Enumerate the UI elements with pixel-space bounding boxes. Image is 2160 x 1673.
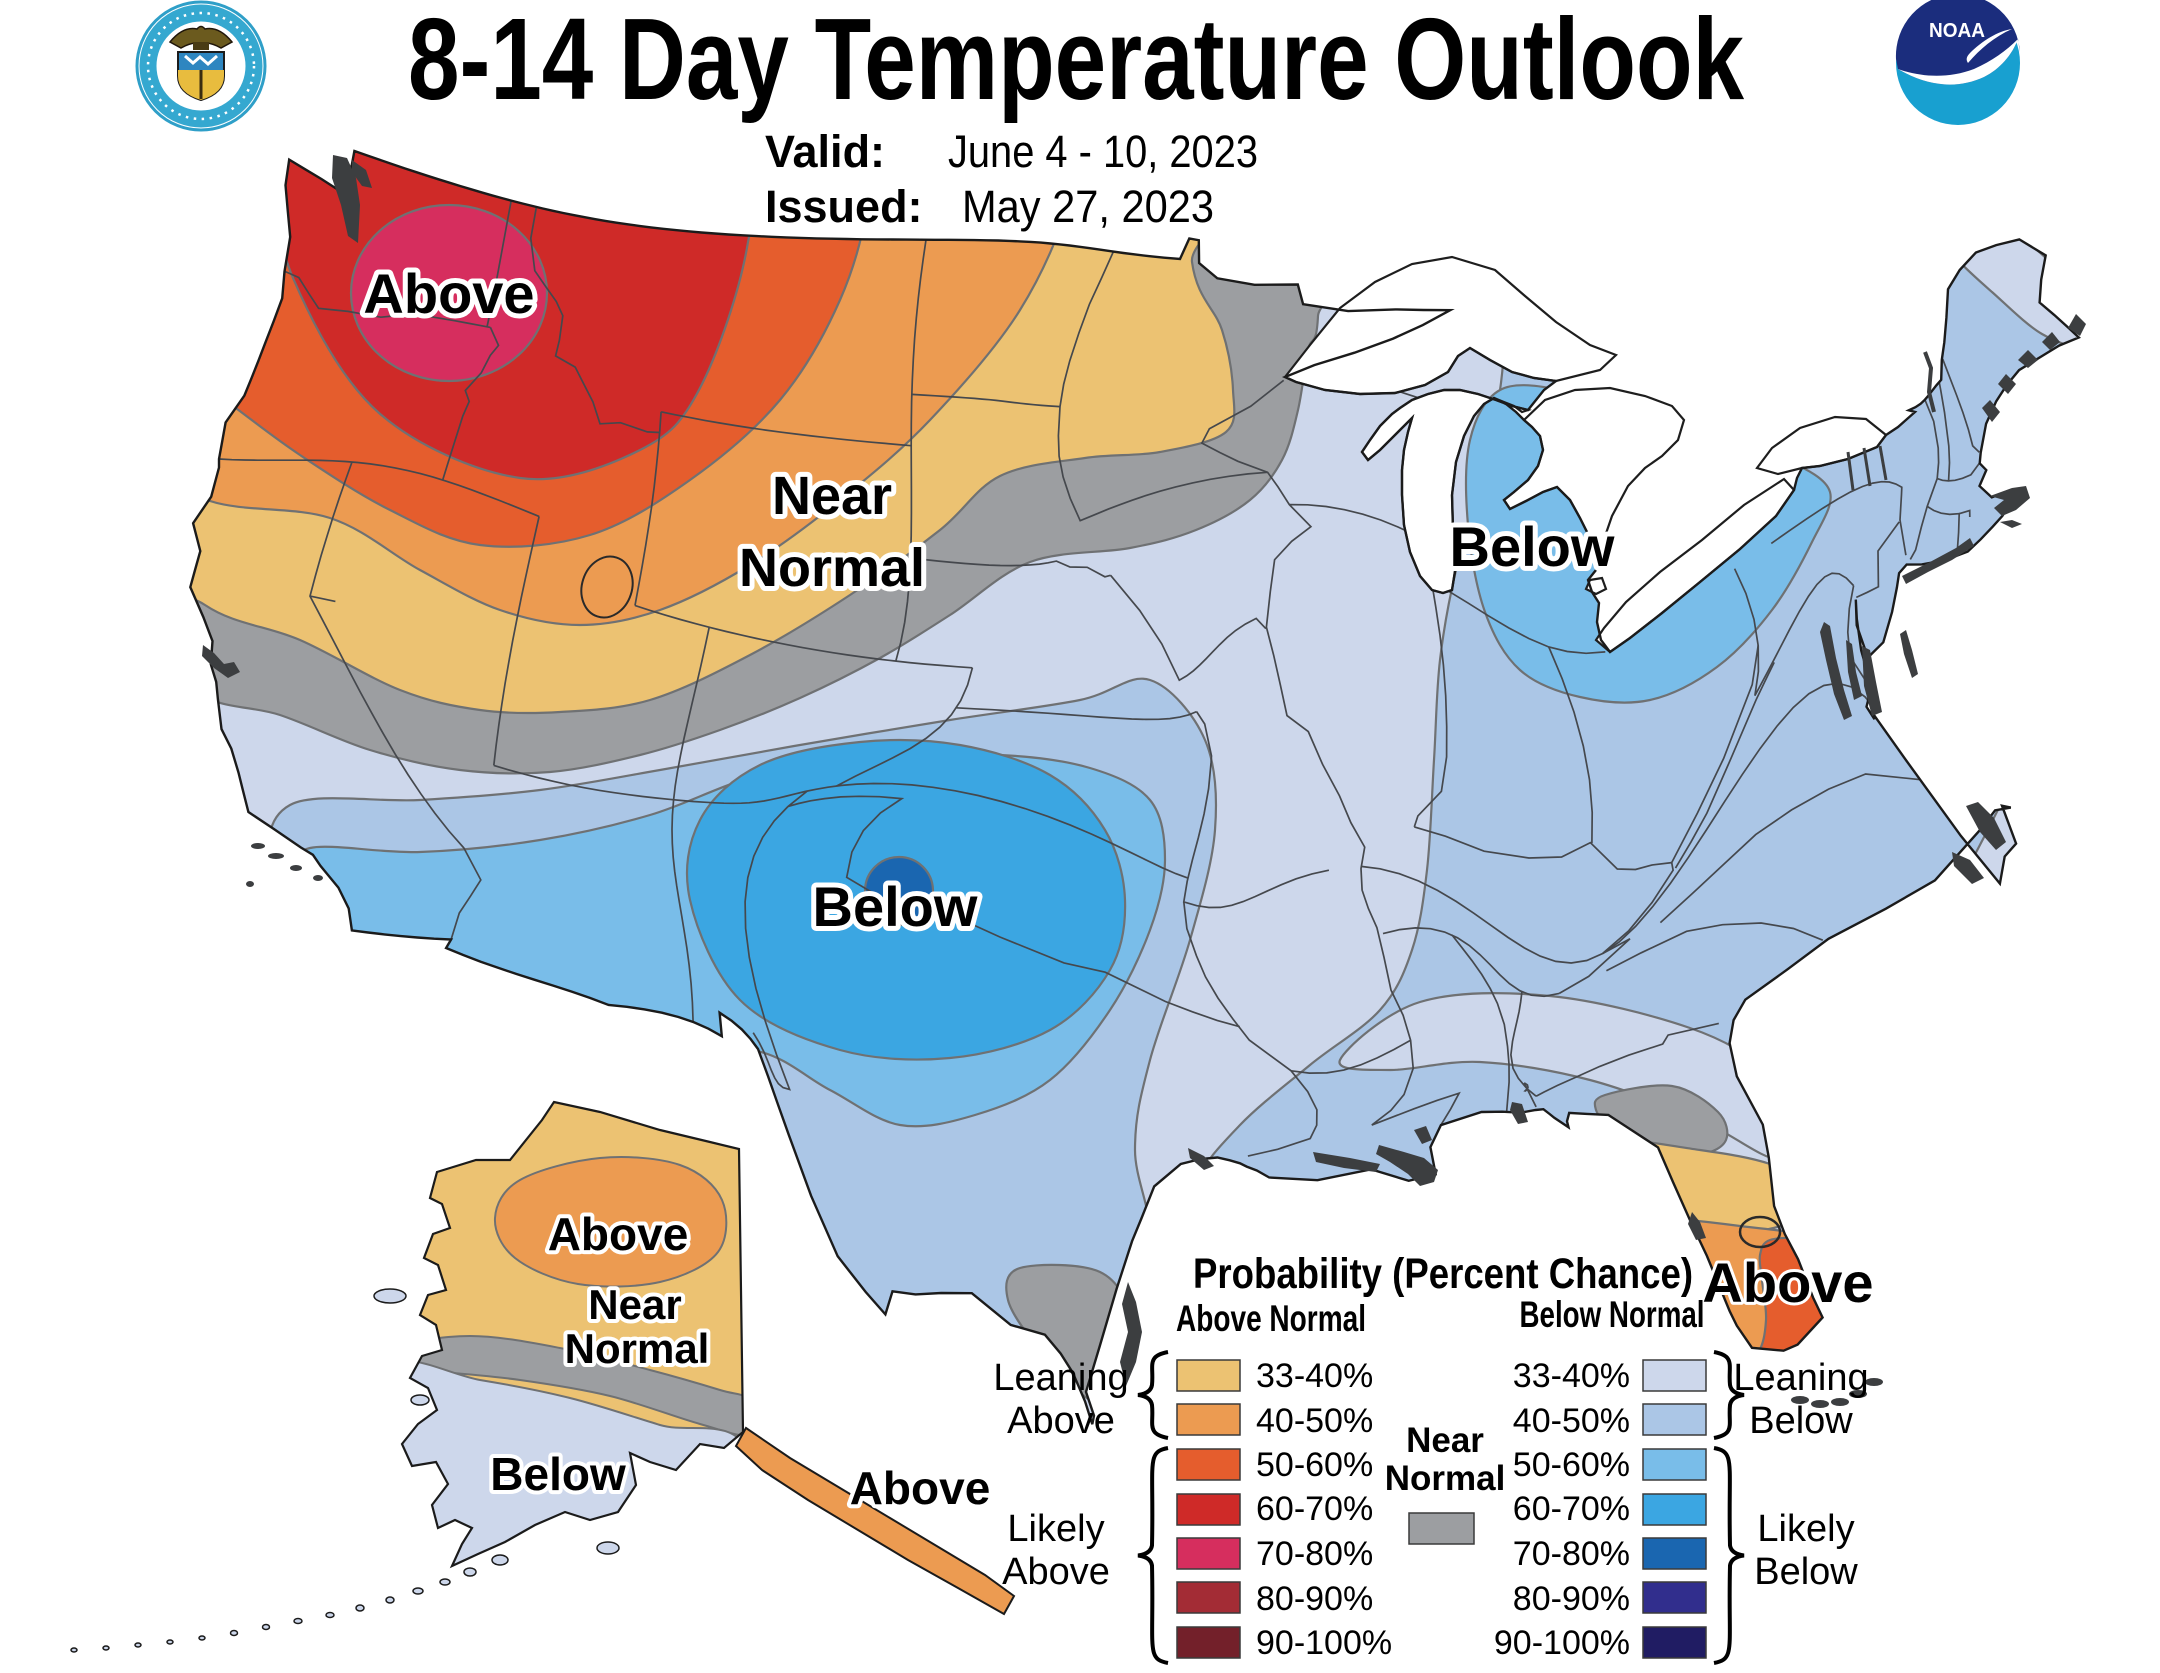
svg-text:Likely: Likely: [1007, 1508, 1104, 1550]
svg-text:33-40%: 33-40%: [1256, 1357, 1373, 1395]
svg-text:June 4 - 10, 2023: June 4 - 10, 2023: [948, 126, 1258, 177]
svg-text:Above: Above: [1702, 1251, 1873, 1314]
svg-text:90-100%: 90-100%: [1256, 1624, 1392, 1662]
svg-text:Probability (Percent Chance): Probability (Percent Chance): [1193, 1250, 1693, 1298]
svg-text:NOAA: NOAA: [1929, 20, 1985, 42]
svg-text:Near: Near: [1406, 1421, 1484, 1460]
svg-text:May 27, 2023: May 27, 2023: [962, 181, 1214, 232]
svg-text:Normal: Normal: [739, 538, 925, 598]
svg-text:40-50%: 40-50%: [1256, 1402, 1373, 1440]
svg-text:Normal: Normal: [565, 1325, 710, 1372]
svg-text:Below: Below: [1450, 515, 1615, 578]
svg-text:Leaning: Leaning: [1733, 1357, 1868, 1399]
svg-text:60-70%: 60-70%: [1513, 1490, 1630, 1528]
svg-text:50-60%: 50-60%: [1256, 1446, 1373, 1484]
svg-text:40-50%: 40-50%: [1513, 1402, 1630, 1440]
svg-text:Below: Below: [813, 875, 978, 938]
svg-text:33-40%: 33-40%: [1513, 1357, 1630, 1395]
svg-text:Near: Near: [772, 466, 892, 526]
svg-text:Below: Below: [490, 1448, 626, 1500]
svg-text:8-14 Day Temperature Outlook: 8-14 Day Temperature Outlook: [408, 0, 1744, 124]
svg-text:Valid:: Valid:: [765, 126, 885, 177]
svg-text:80-90%: 80-90%: [1256, 1580, 1373, 1618]
svg-text:Likely: Likely: [1757, 1508, 1854, 1550]
svg-text:Above: Above: [1007, 1400, 1115, 1442]
svg-text:90-100%: 90-100%: [1494, 1624, 1630, 1662]
svg-text:Issued:: Issued:: [765, 181, 923, 232]
svg-text:70-80%: 70-80%: [1513, 1535, 1630, 1573]
svg-text:50-60%: 50-60%: [1513, 1446, 1630, 1484]
svg-text:Below: Below: [1749, 1400, 1853, 1442]
svg-text:80-90%: 80-90%: [1513, 1580, 1630, 1618]
svg-text:Below: Below: [1754, 1551, 1858, 1593]
svg-text:Above: Above: [548, 1208, 689, 1260]
svg-text:Above: Above: [1002, 1551, 1110, 1593]
svg-text:Leaning: Leaning: [993, 1357, 1128, 1399]
svg-text:Above Normal: Above Normal: [1176, 1298, 1366, 1339]
svg-text:70-80%: 70-80%: [1256, 1535, 1373, 1573]
svg-text:Near: Near: [588, 1281, 681, 1328]
svg-text:Below Normal: Below Normal: [1520, 1294, 1705, 1335]
svg-text:Above: Above: [850, 1462, 991, 1514]
svg-text:Normal: Normal: [1385, 1459, 1506, 1498]
svg-text:Above: Above: [363, 262, 534, 325]
svg-text:60-70%: 60-70%: [1256, 1490, 1373, 1528]
